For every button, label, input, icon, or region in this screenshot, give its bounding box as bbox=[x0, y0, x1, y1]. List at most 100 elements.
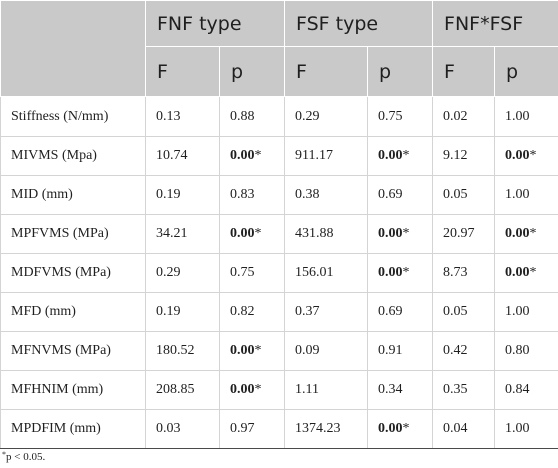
cell-value: 1.00 bbox=[505, 187, 530, 202]
row-label: MDFVMS (MPa) bbox=[0, 253, 146, 293]
row-label: MIVMS (Mpa) bbox=[0, 136, 146, 176]
table-row: MFNVMS (MPa) 180.52 0.00* 0.09 0.91 0.42 0.80 bbox=[0, 331, 558, 371]
cell-value: 0.00 bbox=[505, 148, 530, 163]
table-footnote: *p < 0.05. bbox=[2, 450, 45, 463]
cell-value: 0.42 bbox=[443, 343, 468, 358]
significance-marker: * bbox=[254, 343, 262, 358]
header-group-fsf-type: FSF type bbox=[283, 0, 434, 47]
cell-value: 0.00 bbox=[378, 226, 403, 241]
header-group-interaction: FNF*FSF bbox=[432, 0, 558, 47]
table-body: Stiffness (N/mm) 0.13 0.88 0.29 0.75 0.02 1.00… bbox=[0, 96, 558, 449]
f-value-cell: 8.73 bbox=[432, 253, 496, 293]
f-value-cell: 34.21 bbox=[145, 214, 220, 254]
cell-value: 0.38 bbox=[295, 187, 320, 202]
significance-marker: * bbox=[254, 226, 262, 241]
p-value-cell: 0.88 bbox=[219, 96, 285, 137]
f-value-cell: 0.05 bbox=[432, 292, 496, 332]
row-label: Stiffness (N/mm) bbox=[0, 96, 146, 137]
statistics-table: FNF type FSF type FNF*FSF F p F p F p St… bbox=[0, 0, 558, 449]
table-header: FNF type FSF type FNF*FSF F p F p F p bbox=[0, 0, 558, 97]
cell-value: 0.02 bbox=[443, 108, 468, 124]
row-label: MFNVMS (MPa) bbox=[0, 331, 146, 371]
cell-value: 0.09 bbox=[295, 343, 320, 358]
cell-value: 0.91 bbox=[378, 343, 403, 358]
table-row: Stiffness (N/mm) 0.13 0.88 0.29 0.75 0.02 1.00 bbox=[0, 96, 558, 137]
f-value-cell: 180.52 bbox=[145, 331, 220, 371]
cell-value: 0.00 bbox=[378, 421, 403, 436]
row-label: MID (mm) bbox=[0, 175, 146, 215]
significance-marker: * bbox=[254, 148, 262, 163]
p-value-cell: 0.00* bbox=[494, 214, 558, 254]
table-row: MDFVMS (MPa) 0.29 0.75 156.01 0.00* 8.73 0.00* bbox=[0, 253, 558, 293]
p-value-cell: 0.69 bbox=[367, 292, 434, 332]
f-value-cell: 1.11 bbox=[284, 370, 368, 410]
f-value-cell: 9.12 bbox=[432, 136, 496, 176]
header-subcolumn-p: p bbox=[366, 46, 434, 97]
f-value-cell: 0.38 bbox=[284, 175, 368, 215]
header-subcolumn-p: p bbox=[219, 46, 285, 97]
f-value-cell: 0.35 bbox=[432, 370, 496, 410]
cell-value: 911.17 bbox=[295, 148, 333, 163]
f-value-cell: 0.02 bbox=[432, 96, 496, 137]
header-subcolumn-p: p bbox=[494, 46, 558, 97]
cell-value: 0.19 bbox=[156, 187, 181, 202]
cell-value: 0.75 bbox=[230, 265, 255, 280]
header-subcolumn-f: F bbox=[145, 46, 220, 97]
p-value-cell: 1.00 bbox=[494, 96, 558, 137]
p-value-cell: 0.69 bbox=[367, 175, 434, 215]
row-label: MFHNIM (mm) bbox=[0, 370, 146, 410]
cell-value: 0.04 bbox=[443, 421, 468, 436]
p-value-cell: 0.83 bbox=[219, 175, 285, 215]
significance-marker: * bbox=[529, 226, 537, 241]
cell-value: 0.69 bbox=[378, 187, 403, 202]
cell-value: 0.69 bbox=[378, 304, 403, 319]
cell-value: 208.85 bbox=[156, 382, 195, 397]
cell-value: 10.74 bbox=[156, 148, 188, 163]
header-subcolumn-row: F p F p F p bbox=[1, 46, 558, 97]
cell-value: 9.12 bbox=[443, 148, 468, 163]
cell-value: 0.88 bbox=[230, 108, 255, 124]
cell-value: 20.97 bbox=[443, 226, 475, 241]
f-value-cell: 0.29 bbox=[145, 253, 220, 293]
table-row: MID (mm) 0.19 0.83 0.38 0.69 0.05 1.00 bbox=[0, 175, 558, 215]
cell-value: 0.00 bbox=[505, 226, 530, 241]
p-value-cell: 1.00 bbox=[494, 409, 558, 449]
cell-value: 0.00 bbox=[378, 265, 403, 280]
cell-value: 0.34 bbox=[378, 382, 403, 397]
p-value-cell: 0.00* bbox=[367, 136, 434, 176]
header-group-row: FNF type FSF type FNF*FSF bbox=[0, 0, 558, 97]
p-value-cell: 0.00* bbox=[367, 409, 434, 449]
f-value-cell: 208.85 bbox=[145, 370, 220, 410]
cell-value: 0.37 bbox=[295, 304, 320, 319]
header-subcolumn-f: F bbox=[432, 46, 496, 97]
cell-value: 0.00 bbox=[505, 265, 530, 280]
p-value-cell: 0.75 bbox=[219, 253, 285, 293]
cell-value: 1.11 bbox=[295, 382, 319, 397]
f-value-cell: 10.74 bbox=[145, 136, 220, 176]
cell-value: 0.00 bbox=[230, 343, 255, 358]
cell-value: 431.88 bbox=[295, 226, 334, 241]
significance-marker: * bbox=[402, 265, 410, 280]
cell-value: 0.97 bbox=[230, 421, 255, 436]
cell-value: 0.00 bbox=[230, 382, 255, 397]
table-row: MPDFIM (mm) 0.03 0.97 1374.23 0.00* 0.04 1.00 bbox=[0, 409, 558, 449]
p-value-cell: 0.82 bbox=[219, 292, 285, 332]
p-value-cell: 0.80 bbox=[494, 331, 558, 371]
cell-value: 0.75 bbox=[378, 108, 403, 124]
f-value-cell: 911.17 bbox=[284, 136, 368, 176]
p-value-cell: 1.00 bbox=[494, 292, 558, 332]
cell-value: 1.00 bbox=[505, 108, 530, 124]
cell-value: 0.00 bbox=[378, 148, 403, 163]
p-value-cell: 0.00* bbox=[494, 136, 558, 176]
significance-marker: * bbox=[402, 226, 410, 241]
p-value-cell: 0.00* bbox=[219, 331, 285, 371]
p-value-cell: 0.75 bbox=[367, 96, 434, 137]
f-value-cell: 0.19 bbox=[145, 292, 220, 332]
f-value-cell: 0.09 bbox=[284, 331, 368, 371]
p-value-cell: 0.00* bbox=[494, 253, 558, 293]
f-value-cell: 1374.23 bbox=[284, 409, 368, 449]
p-value-cell: 0.34 bbox=[367, 370, 434, 410]
p-value-cell: 0.97 bbox=[219, 409, 285, 449]
cell-value: 0.13 bbox=[156, 108, 181, 124]
table-row: MFD (mm) 0.19 0.82 0.37 0.69 0.05 1.00 bbox=[0, 292, 558, 332]
